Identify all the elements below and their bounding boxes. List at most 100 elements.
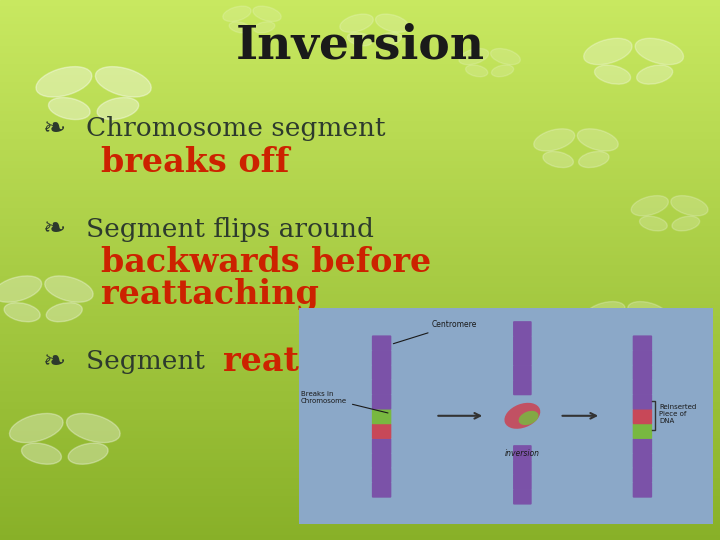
FancyBboxPatch shape	[513, 321, 531, 336]
Bar	[0, 425, 720, 428]
FancyBboxPatch shape	[372, 438, 392, 454]
Bar	[0, 140, 720, 144]
Bar	[0, 439, 720, 443]
Bar	[0, 209, 720, 212]
Ellipse shape	[97, 98, 139, 119]
Bar	[0, 461, 720, 464]
Ellipse shape	[46, 303, 82, 322]
Ellipse shape	[253, 22, 275, 33]
Ellipse shape	[636, 65, 672, 84]
Bar	[0, 166, 720, 169]
Bar	[0, 173, 720, 177]
Bar	[0, 54, 720, 58]
FancyBboxPatch shape	[513, 445, 531, 461]
Bar	[0, 518, 720, 522]
Bar	[0, 263, 720, 266]
Bar	[0, 115, 720, 119]
Ellipse shape	[584, 38, 632, 65]
Bar	[0, 25, 720, 29]
FancyBboxPatch shape	[513, 336, 531, 351]
Ellipse shape	[537, 422, 573, 441]
Bar	[0, 324, 720, 328]
FancyBboxPatch shape	[633, 380, 652, 395]
Bar	[0, 371, 720, 374]
FancyBboxPatch shape	[513, 365, 531, 381]
Bar	[0, 252, 720, 255]
Bar	[0, 58, 720, 61]
Ellipse shape	[639, 216, 667, 231]
Text: ❧: ❧	[42, 348, 66, 376]
Text: reattaches: reattaches	[223, 345, 420, 379]
Bar	[0, 245, 720, 248]
Text: Reinserted
Piece of
DNA: Reinserted Piece of DNA	[659, 403, 696, 424]
Bar	[0, 360, 720, 363]
Bar	[0, 238, 720, 241]
Ellipse shape	[22, 443, 61, 464]
Text: Chromosome segment: Chromosome segment	[86, 116, 386, 141]
Bar	[0, 295, 720, 299]
Bar	[0, 346, 720, 349]
FancyBboxPatch shape	[372, 335, 392, 351]
Bar	[0, 205, 720, 209]
Ellipse shape	[579, 422, 615, 441]
Bar	[0, 123, 720, 126]
Bar	[0, 328, 720, 331]
FancyBboxPatch shape	[633, 365, 652, 380]
Bar	[0, 410, 720, 414]
Bar	[0, 32, 720, 36]
Bar	[0, 482, 720, 486]
Bar	[0, 367, 720, 371]
Bar	[0, 15, 720, 18]
Bar	[0, 72, 720, 76]
Ellipse shape	[492, 65, 513, 77]
Text: Breaks in
Chromosome: Breaks in Chromosome	[301, 391, 388, 413]
Bar	[0, 43, 720, 47]
Bar	[0, 112, 720, 115]
Ellipse shape	[526, 395, 575, 421]
Bar	[0, 508, 720, 511]
Text: Inversion: Inversion	[235, 23, 485, 69]
Bar	[0, 83, 720, 86]
Bar	[0, 407, 720, 410]
Bar	[0, 515, 720, 518]
FancyBboxPatch shape	[513, 475, 531, 490]
Bar	[0, 104, 720, 108]
Ellipse shape	[466, 65, 487, 77]
Bar	[0, 389, 720, 393]
Bar	[0, 147, 720, 151]
Ellipse shape	[671, 195, 708, 216]
Bar	[0, 4, 720, 7]
Bar	[0, 450, 720, 454]
Bar	[0, 511, 720, 515]
Bar	[0, 285, 720, 288]
Bar	[0, 220, 720, 223]
Bar	[0, 417, 720, 421]
Bar	[0, 428, 720, 432]
Bar	[0, 93, 720, 97]
Bar	[0, 339, 720, 342]
Ellipse shape	[66, 414, 120, 443]
Bar	[0, 212, 720, 216]
FancyBboxPatch shape	[633, 438, 652, 454]
Bar	[0, 468, 720, 471]
Ellipse shape	[577, 395, 626, 421]
Bar	[0, 353, 720, 356]
Ellipse shape	[543, 151, 573, 167]
Bar	[0, 396, 720, 400]
FancyBboxPatch shape	[372, 409, 392, 424]
Text: backwards before: backwards before	[101, 246, 431, 280]
Bar	[0, 270, 720, 274]
Bar	[0, 108, 720, 112]
Bar	[0, 436, 720, 439]
Bar	[0, 69, 720, 72]
Bar	[0, 306, 720, 309]
Bar	[0, 277, 720, 281]
Ellipse shape	[672, 216, 700, 231]
Bar	[0, 525, 720, 529]
Bar	[0, 475, 720, 479]
Bar	[0, 39, 720, 43]
Ellipse shape	[595, 65, 631, 84]
FancyBboxPatch shape	[633, 423, 652, 439]
Bar	[0, 457, 720, 461]
Bar	[0, 241, 720, 245]
